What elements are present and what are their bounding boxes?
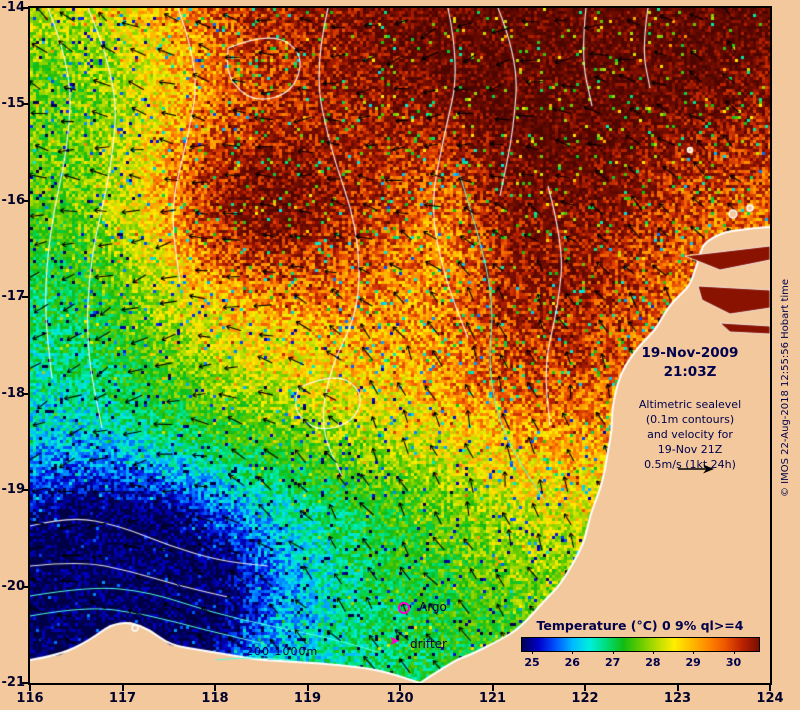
- colorbar-tick: [733, 651, 735, 654]
- colorbar-tick-label: 26: [564, 656, 580, 669]
- axis-tick: [676, 685, 679, 691]
- y-axis-label: -15: [1, 96, 26, 112]
- drifter-marker-icon: ➤: [389, 634, 400, 649]
- colorbar-tick: [532, 651, 533, 654]
- y-axis-label: -17: [1, 289, 26, 305]
- depth-contour-label: 200 1000m: [246, 645, 319, 658]
- axis-tick: [769, 685, 771, 691]
- colorbar-tick: [693, 651, 695, 654]
- y-axis-label: -14: [1, 0, 26, 15]
- colorbar-tick-label: 27: [604, 656, 621, 669]
- y-axis-label: -16: [1, 192, 26, 208]
- info-line: 19-Nov 21Z: [657, 443, 723, 456]
- axis-tick: [22, 585, 28, 588]
- colorbar-tick: [612, 651, 614, 654]
- axis-tick: [29, 685, 31, 691]
- x-axis-label: 122: [571, 691, 599, 706]
- x-axis-label: 121: [478, 691, 507, 706]
- y-axis-label: -21: [1, 675, 26, 690]
- x-axis-label: 120: [386, 691, 414, 706]
- timestamp-date: 19-Nov-2009: [641, 345, 739, 361]
- axis-tick: [22, 103, 28, 106]
- x-axis-label: 116: [16, 691, 44, 706]
- axis-tick: [22, 7, 28, 9]
- drifter-label: drifter: [410, 637, 447, 651]
- axis-tick: [306, 685, 309, 691]
- info-line: (0.1m contours): [645, 413, 735, 426]
- y-axis-label: -18: [1, 385, 26, 401]
- axis-tick: [399, 685, 401, 691]
- colorbar-tick-label: 29: [685, 656, 701, 669]
- y-axis-label: -19: [1, 482, 26, 498]
- argo-marker-icon: [398, 602, 410, 614]
- colorbar-tick-label: 28: [645, 656, 661, 669]
- colorbar-labels: 25 26 27 28 29 30: [521, 651, 760, 670]
- timestamp-time: 21:03Z: [663, 364, 717, 380]
- colorbar: [521, 637, 760, 652]
- x-axis-label: 123: [663, 691, 692, 706]
- info-block: Altimetric sealevel (0.1m contours) and …: [612, 397, 768, 472]
- axis-tick: [22, 682, 28, 684]
- info-line: and velocity for: [647, 428, 733, 441]
- axis-tick: [491, 685, 494, 691]
- x-axis-label: 118: [201, 691, 229, 706]
- colorbar-tick-label: 25: [524, 656, 540, 669]
- axis-tick: [22, 296, 28, 299]
- y-axis-label: -20: [1, 578, 26, 594]
- axis-tick: [22, 489, 28, 492]
- colorbar-tick: [572, 651, 574, 654]
- x-axis-label: 124: [756, 691, 784, 706]
- velocity-scale-arrow-icon: [678, 464, 714, 474]
- info-line: 0.5m/s (1kt 24h): [644, 458, 736, 471]
- info-line: Altimetric sealevel: [638, 398, 742, 411]
- axis-tick: [22, 199, 28, 202]
- x-axis-label: 117: [108, 691, 137, 706]
- colorbar-tick-label: 30: [725, 656, 742, 669]
- axis-tick: [214, 685, 216, 691]
- colorbar-tick: [652, 651, 654, 654]
- timestamp: 19-Nov-2009 21:03Z: [628, 344, 752, 382]
- argo-label: Argo: [419, 600, 447, 614]
- axis-tick: [22, 392, 28, 395]
- credit-text: © IMOS 22-Aug-2018 12:55:56 Hobart time: [780, 278, 791, 497]
- axis-tick: [584, 685, 586, 691]
- axis-tick: [121, 685, 124, 691]
- sst-map-canvas: [30, 8, 770, 683]
- x-axis-label: 119: [293, 691, 322, 706]
- colorbar-title: Temperature (°C) 0 9% ql>=4: [536, 618, 744, 633]
